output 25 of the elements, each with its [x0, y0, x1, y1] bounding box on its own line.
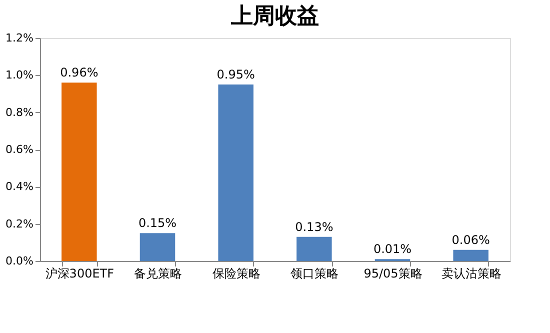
x-tick-label: 沪深300ETF — [45, 266, 114, 280]
bar — [453, 250, 488, 261]
data-label: 0.95% — [216, 67, 255, 82]
y-tick-label: 0.2% — [6, 217, 34, 230]
data-label: 0.13% — [295, 220, 334, 234]
data-label: 0.15% — [138, 216, 177, 230]
bar — [296, 236, 332, 261]
x-tick-label: 卖认沽策略 — [441, 266, 502, 280]
bar — [140, 233, 176, 261]
x-tick-label: 领口策略 — [290, 266, 339, 280]
x-tick-label: 95/05策略 — [364, 266, 422, 280]
data-label: 0.96% — [60, 66, 98, 80]
y-tick-label: 0.0% — [6, 254, 34, 268]
data-label: 0.01% — [373, 242, 412, 256]
y-tick-label: 1.0% — [6, 68, 34, 82]
bar — [62, 82, 97, 261]
y-tick-label: 1.2% — [6, 32, 34, 44]
bar — [218, 84, 254, 261]
chart-title: 上周收益 — [230, 3, 319, 29]
y-tick-label: 0.8% — [6, 106, 34, 119]
y-tick-label: 0.4% — [6, 180, 34, 194]
data-label: 0.06% — [452, 232, 490, 247]
x-tick-label: 备兑策略 — [134, 266, 182, 280]
x-tick-label: 保险策略 — [212, 266, 260, 280]
y-tick-label: 0.6% — [6, 143, 34, 156]
